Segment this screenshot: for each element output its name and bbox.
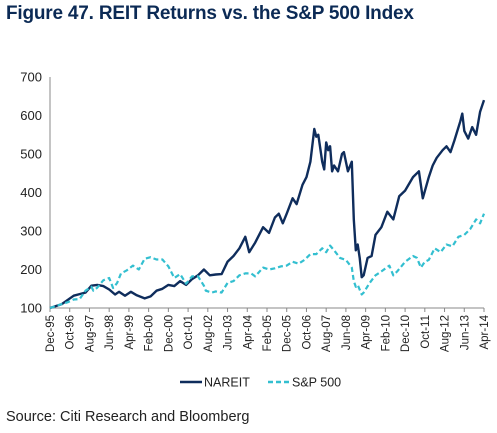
x-tick-label: Apr-14 xyxy=(479,314,491,349)
series-line-nareit xyxy=(49,99,486,310)
x-tick-label: Feb-05 xyxy=(262,315,274,351)
x-tick-label: Jun-03 xyxy=(223,315,235,350)
y-tick-label: 700 xyxy=(20,70,42,85)
legend: NAREIT S&P 500 xyxy=(180,376,341,390)
source-note: Source: Citi Research and Bloomberg xyxy=(6,409,250,425)
x-tick-label: Jun-08 xyxy=(341,315,353,350)
x-tick-label: Oct-01 xyxy=(183,315,195,350)
x-tick-label: Feb-00 xyxy=(144,315,156,351)
y-tick-label: 300 xyxy=(20,224,42,239)
legend-label-sp500: S&P 500 xyxy=(292,376,341,390)
x-tick-label: Aug-12 xyxy=(440,315,452,352)
series-group xyxy=(49,99,486,310)
x-tick-label: Oct-96 xyxy=(65,315,77,350)
x-tick-label: Apr-99 xyxy=(124,315,136,350)
x-tick-label: Apr-04 xyxy=(242,314,254,349)
x-tick-label: Aug-97 xyxy=(84,315,96,352)
x-tick-label: Dec-05 xyxy=(282,315,294,352)
y-tick-label: 400 xyxy=(20,185,42,200)
x-tick-label: Apr-09 xyxy=(361,315,373,350)
x-tick-label: Oct-11 xyxy=(420,315,432,349)
x-tick-label: Dec-00 xyxy=(163,315,175,352)
x-tick-label: Aug-07 xyxy=(321,315,333,352)
x-tick-label: Oct-06 xyxy=(301,315,313,350)
y-axis-ticks: 100 200 300 400 500 600 700 xyxy=(20,70,42,316)
y-tick-label: 200 xyxy=(20,262,42,277)
x-axis-ticks: Dec-95 Oct-96 Aug-97 Jun-98 Apr-99 Feb-00 Dec-… xyxy=(45,308,491,352)
x-tick-label: Dec-10 xyxy=(400,315,412,352)
figure-title: Figure 47. REIT Returns vs. the S&P 500 … xyxy=(6,3,414,24)
y-tick-label: 600 xyxy=(20,108,42,123)
x-tick-label: Jun-98 xyxy=(104,315,116,350)
series-line-sp500 xyxy=(49,213,486,310)
x-tick-label: Aug-02 xyxy=(203,315,215,352)
y-tick-label: 500 xyxy=(20,147,42,162)
x-tick-label: Dec-95 xyxy=(45,315,57,352)
legend-label-nareit: NAREIT xyxy=(204,376,250,390)
x-tick-label: Feb-10 xyxy=(380,315,392,351)
y-tick-label: 100 xyxy=(20,301,42,316)
x-tick-label: Jun-13 xyxy=(459,315,471,350)
